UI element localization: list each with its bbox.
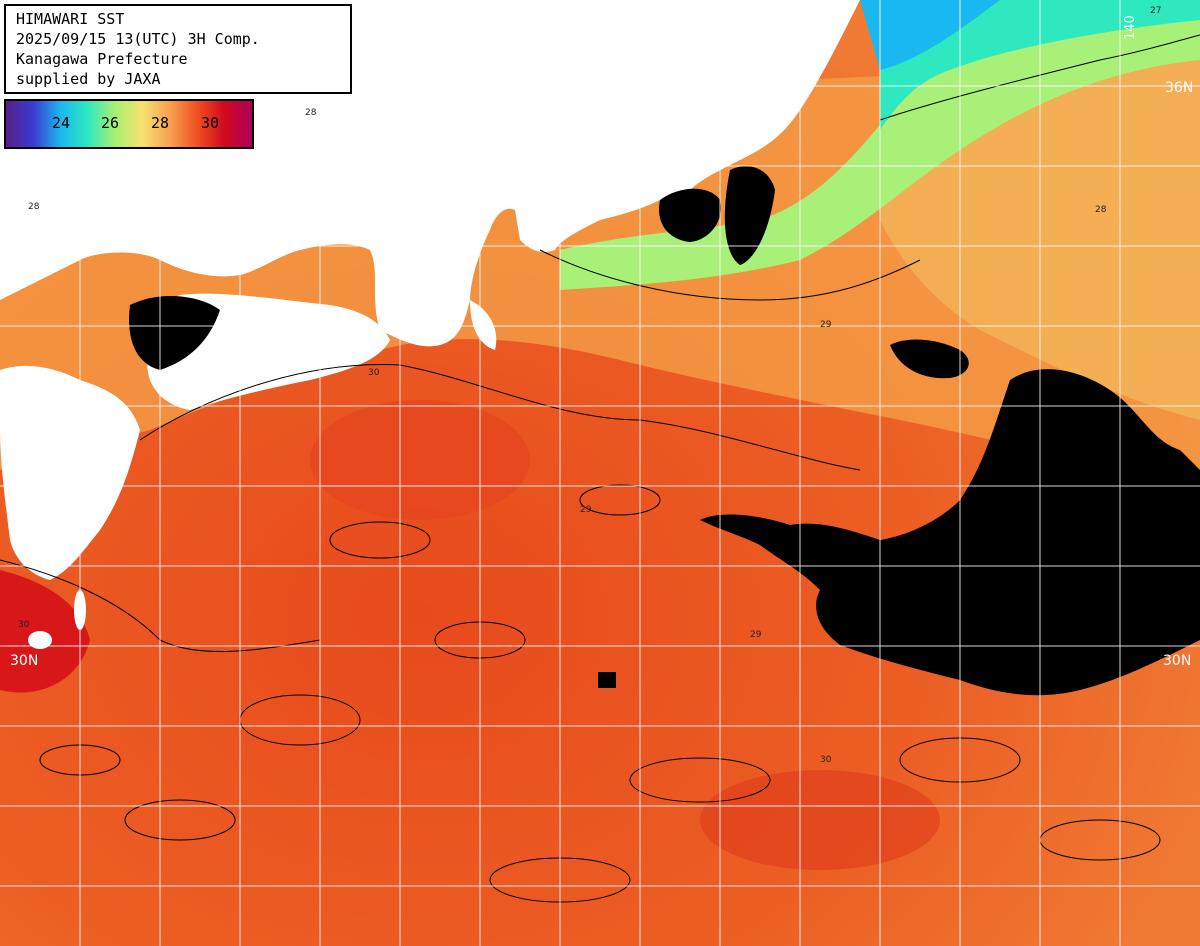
cloud-patch-3 bbox=[724, 166, 775, 265]
contour-label: 28 bbox=[1095, 205, 1107, 215]
colorbar-tick: 30 bbox=[200, 114, 220, 132]
isotherm-ring-7 bbox=[579, 484, 661, 516]
cloud-patch-shikoku bbox=[129, 295, 220, 370]
lon-label-134: 134 bbox=[485, 15, 500, 40]
isotherm-ring-6 bbox=[329, 521, 431, 559]
lat-label-36n: 36N bbox=[1165, 80, 1194, 96]
tanegashima-island bbox=[28, 631, 52, 649]
colorbar-tick: 28 bbox=[150, 114, 170, 132]
colorbar-tick: 24 bbox=[51, 114, 71, 132]
contour-label: 30 bbox=[18, 620, 30, 630]
isotherm-ring-4 bbox=[124, 799, 236, 841]
cloud-patch-1 bbox=[890, 339, 969, 379]
awaji-island bbox=[478, 152, 498, 188]
hot-sea-patch-center bbox=[310, 400, 530, 520]
contour-label: 28 bbox=[305, 108, 317, 118]
isotherm-ring-3 bbox=[629, 757, 771, 803]
map-info-box: HIMAWARI SST 2025/09/15 13(UTC) 3H Comp.… bbox=[4, 4, 352, 94]
coldest-water bbox=[860, 0, 1000, 70]
lat-label-30n-west: 30N bbox=[10, 653, 39, 669]
cloud-mass-east bbox=[700, 369, 1200, 696]
product-credit: supplied by JAXA bbox=[16, 70, 161, 88]
product-region: Kanagawa Prefecture bbox=[16, 50, 188, 68]
lat-label-30n-east: 30N bbox=[1163, 653, 1192, 669]
isotherm-28-north bbox=[539, 249, 921, 301]
colorbar-gradient bbox=[6, 101, 252, 147]
contour-label: 30 bbox=[820, 755, 832, 765]
cloud-patch-2 bbox=[659, 188, 721, 242]
isotherm-29 bbox=[139, 364, 861, 471]
contour-label: 30 bbox=[368, 368, 380, 378]
contour-label: 28 bbox=[28, 202, 40, 212]
contour-label: 27 bbox=[1150, 6, 1162, 16]
lon-label-140: 140 bbox=[1123, 15, 1138, 40]
colorbar-tick: 26 bbox=[100, 114, 120, 132]
kii-land bbox=[470, 300, 497, 350]
product-timestamp: 2025/09/15 13(UTC) 3H Comp. bbox=[16, 30, 260, 48]
contour-label: 29 bbox=[820, 320, 832, 330]
kyushu-land bbox=[0, 365, 140, 580]
temperature-colorbar: 24 26 28 30 bbox=[4, 99, 254, 149]
contour-label: 29 bbox=[580, 505, 592, 515]
hot-sea-patch-west bbox=[0, 570, 90, 693]
isotherm-27 bbox=[879, 34, 1200, 121]
cloud-patch-4 bbox=[598, 672, 616, 688]
product-title: HIMAWARI SST bbox=[16, 10, 125, 28]
contour-label: 29 bbox=[750, 630, 762, 640]
